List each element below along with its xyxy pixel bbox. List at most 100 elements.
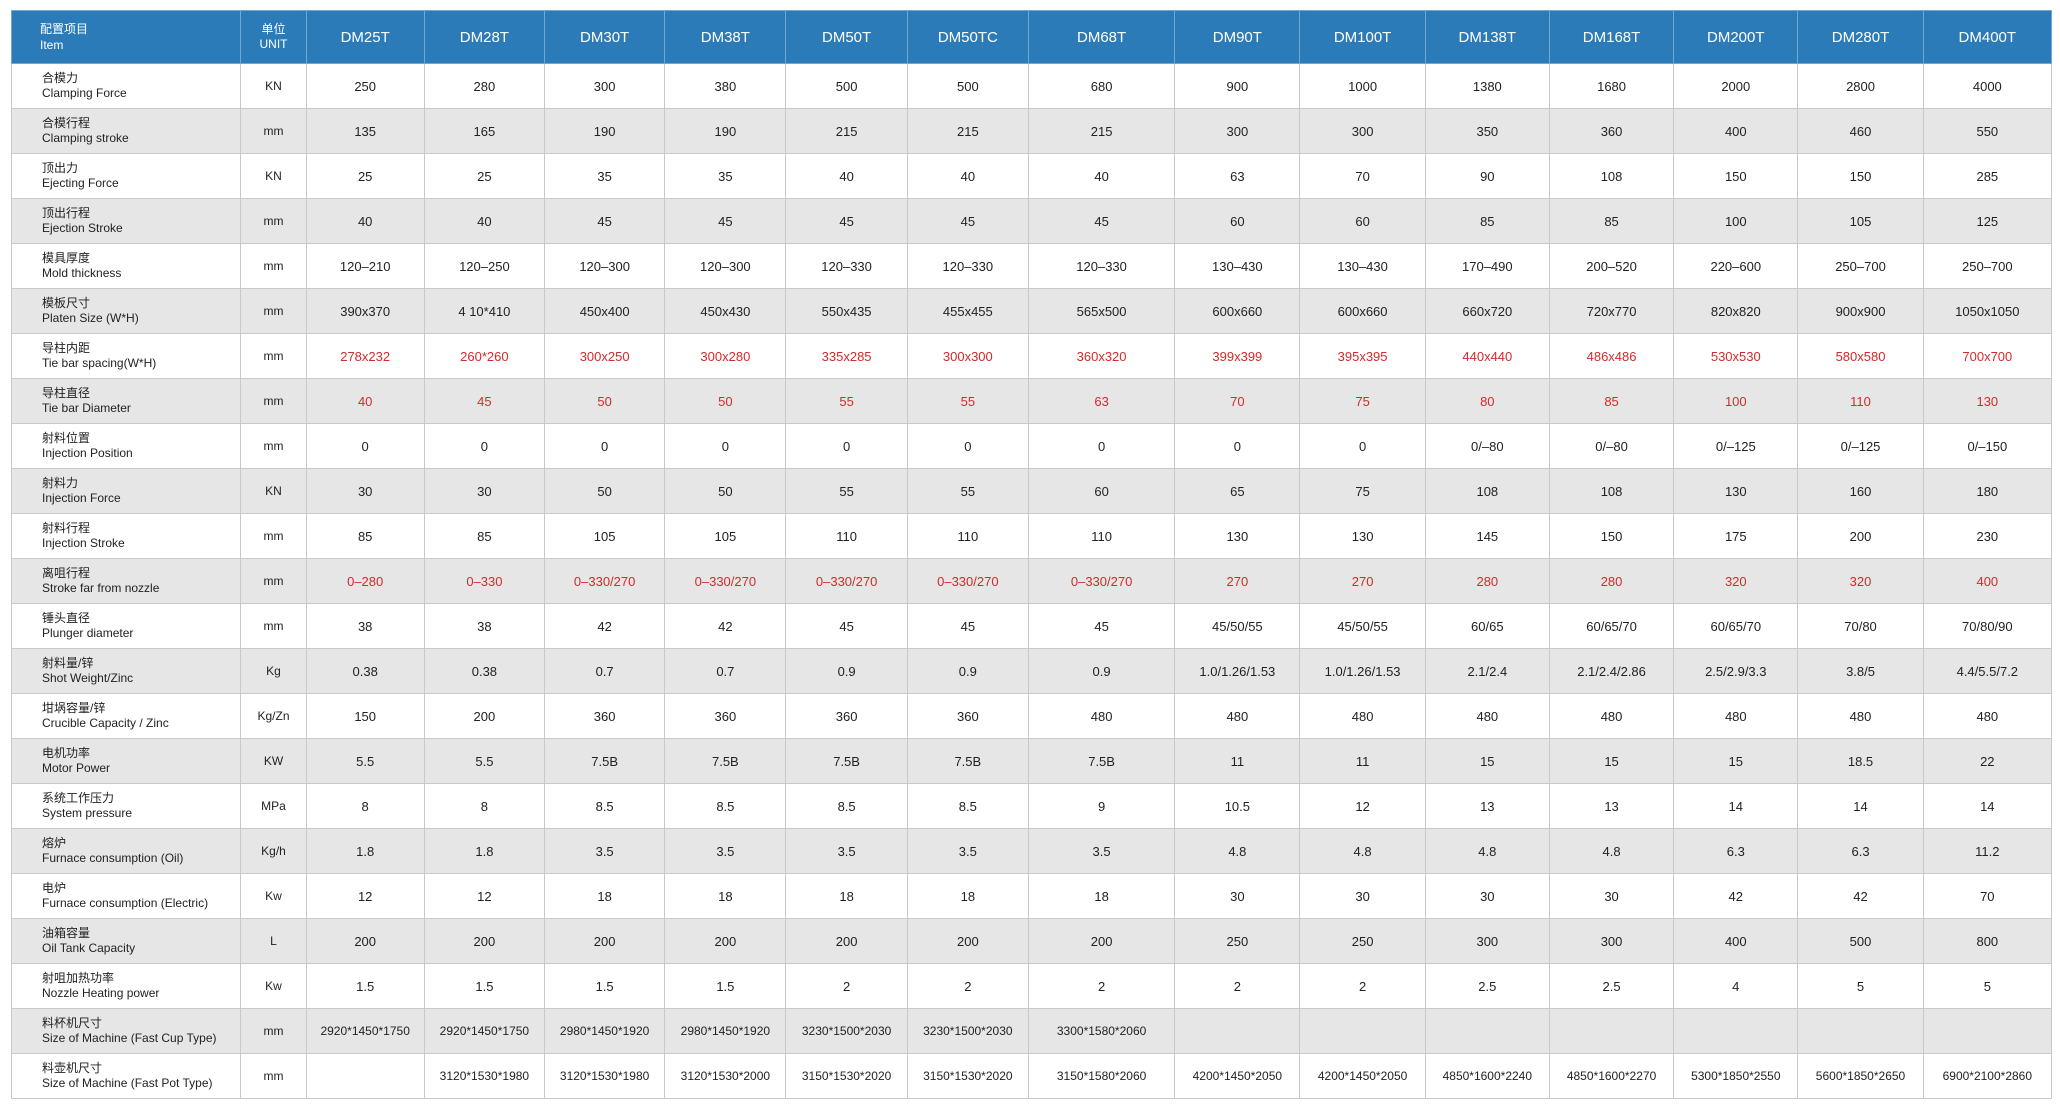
unit-cell: mm: [240, 198, 307, 244]
value-cell: 480: [1027, 693, 1176, 739]
value-cell: 0–330/270: [664, 558, 787, 604]
table-row: 锤头直径 Plunger diameter mm 38 38 42 42 45 45 45 45/5…: [10, 603, 2053, 649]
value-cell: 30: [423, 468, 546, 514]
value-cell: 250: [305, 63, 425, 109]
model-column-header: DM138T: [1424, 10, 1550, 64]
value-cell: 280: [423, 63, 546, 109]
value-cell: 3120*1530*1980: [423, 1053, 546, 1099]
value-cell: 4.8: [1299, 828, 1426, 874]
value-cell: 45: [544, 198, 666, 244]
value-cell: 4850*1600*2240: [1424, 1053, 1550, 1099]
value-cell: 250–700: [1922, 243, 2053, 289]
item-header-cn: 配置项目: [40, 22, 89, 36]
value-cell: 150: [1673, 153, 1799, 199]
value-cell: 110: [906, 513, 1029, 559]
value-cell: 65: [1174, 468, 1301, 514]
model-column-header: DM90T: [1174, 10, 1301, 64]
value-cell: [1922, 1008, 2053, 1054]
value-cell: 3150*1530*2020: [785, 1053, 908, 1099]
value-cell: 280: [1548, 558, 1675, 604]
value-cell: 175: [1673, 513, 1799, 559]
value-cell: 42: [664, 603, 787, 649]
value-cell: 120–330: [906, 243, 1029, 289]
value-cell: 0.7: [544, 648, 666, 694]
value-cell: 14: [1673, 783, 1799, 829]
value-cell: 50: [544, 378, 666, 424]
value-cell: 25: [423, 153, 546, 199]
item-label-en: Clamping stroke: [42, 131, 129, 145]
model-column-header: DM100T: [1299, 10, 1426, 64]
value-cell: 215: [785, 108, 908, 154]
item-label-cn: 模板尺寸: [42, 296, 91, 310]
value-cell: 1.0/1.26/1.53: [1299, 648, 1426, 694]
value-cell: 6.3: [1797, 828, 1924, 874]
table-row: 合模力 Clamping Force KN 250 280 300 380 500 500 680…: [10, 63, 2053, 109]
model-column-header: DM30T: [544, 10, 666, 64]
unit-column-header: 单位 UNIT: [240, 10, 307, 64]
value-cell: 300x250: [544, 333, 666, 379]
value-cell: 7.5B: [544, 738, 666, 784]
value-cell: 600x660: [1174, 288, 1301, 334]
item-cell: 电炉 Furnace consumption (Electric): [10, 873, 242, 919]
value-cell: 70/80: [1797, 603, 1924, 649]
value-cell: 40: [423, 198, 546, 244]
value-cell: 250: [1174, 918, 1301, 964]
unit-cell: mm: [240, 333, 307, 379]
value-cell: 0.9: [1027, 648, 1176, 694]
model-column-header: DM200T: [1673, 10, 1799, 64]
value-cell: 100: [1673, 378, 1799, 424]
value-cell: 60: [1174, 198, 1301, 244]
value-cell: 200: [664, 918, 787, 964]
value-cell: 108: [1548, 468, 1675, 514]
value-cell: 70: [1174, 378, 1301, 424]
value-cell: 0–330/270: [906, 558, 1029, 604]
item-cell: 料杯机尺寸 Size of Machine (Fast Cup Type): [10, 1008, 242, 1054]
value-cell: 18: [664, 873, 787, 919]
item-cell: 射料行程 Injection Stroke: [10, 513, 242, 559]
unit-cell: mm: [240, 1053, 307, 1099]
item-cell: 射咀加热功率 Nozzle Heating power: [10, 963, 242, 1009]
value-cell: 2.1/2.4: [1424, 648, 1550, 694]
table-row: 电炉 Furnace consumption (Electric) Kw 12 12 18…: [10, 873, 2053, 919]
value-cell: 3.8/5: [1797, 648, 1924, 694]
value-cell: 60: [1027, 468, 1176, 514]
value-cell: 0/–125: [1673, 423, 1799, 469]
table-row: 系统工作压力 System pressure MPa 8 8 8.5 8.5 8.5 8.5 9 1…: [10, 783, 2053, 829]
value-cell: 85: [305, 513, 425, 559]
item-column-header: 配置项目 Item: [10, 10, 242, 64]
item-label-cn: 坩埚容量/锌: [42, 701, 106, 715]
value-cell: 85: [1548, 198, 1675, 244]
value-cell: 480: [1797, 693, 1924, 739]
value-cell: 40: [1027, 153, 1176, 199]
value-cell: 0: [785, 423, 908, 469]
value-cell: 60/65/70: [1548, 603, 1675, 649]
value-cell: 660x720: [1424, 288, 1550, 334]
value-cell: 3.5: [544, 828, 666, 874]
value-cell: 2980*1450*1920: [664, 1008, 787, 1054]
value-cell: 45: [785, 198, 908, 244]
value-cell: 200: [785, 918, 908, 964]
value-cell: 0/–80: [1424, 423, 1550, 469]
value-cell: 15: [1673, 738, 1799, 784]
item-label-cn: 模具厚度: [42, 251, 91, 265]
value-cell: 14: [1797, 783, 1924, 829]
table-row: 射料量/锌 Shot Weight/Zinc Kg 0.38 0.38 0.7 0.7 0.9…: [10, 648, 2053, 694]
value-cell: 5300*1850*2550: [1673, 1053, 1799, 1099]
value-cell: 45: [906, 198, 1029, 244]
value-cell: 200: [1797, 513, 1924, 559]
value-cell: 18.5: [1797, 738, 1924, 784]
item-label-cn: 油箱容量: [42, 926, 91, 940]
value-cell: 0.9: [785, 648, 908, 694]
unit-header-en: UNIT: [259, 37, 288, 51]
value-cell: 108: [1548, 153, 1675, 199]
item-label-en: Nozzle Heating power: [42, 986, 160, 1000]
value-cell: 60: [1299, 198, 1426, 244]
value-cell: 0–330/270: [544, 558, 666, 604]
value-cell: 0.7: [664, 648, 787, 694]
value-cell: 180: [1922, 468, 2053, 514]
item-label-en: Oil Tank Capacity: [42, 941, 136, 955]
value-cell: [1673, 1008, 1799, 1054]
value-cell: [1548, 1008, 1675, 1054]
value-cell: 45: [423, 378, 546, 424]
value-cell: 400: [1673, 918, 1799, 964]
